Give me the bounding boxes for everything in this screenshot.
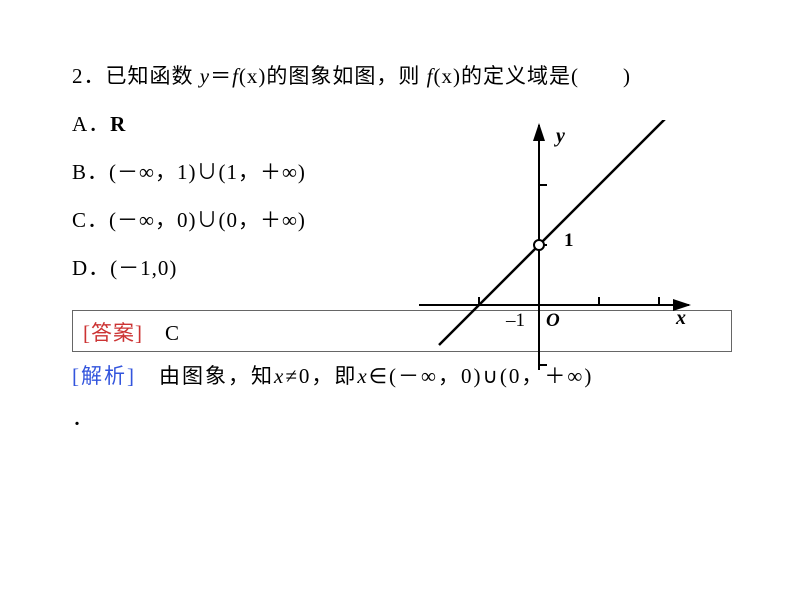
answer-value: C bbox=[165, 321, 180, 345]
question-text: 2．已知函数 y＝f(x)的图象如图，则 f(x)的定义域是( ) bbox=[72, 60, 754, 90]
svg-text:x: x bbox=[675, 307, 686, 329]
svg-text:1: 1 bbox=[564, 230, 574, 251]
svg-text:y: y bbox=[554, 125, 565, 147]
function-graph: y x O 1 –1 bbox=[414, 120, 694, 380]
analysis-label: [解析] bbox=[72, 364, 136, 388]
svg-text:–1: –1 bbox=[505, 310, 525, 331]
svg-text:O: O bbox=[546, 310, 560, 331]
period: ． bbox=[72, 402, 754, 432]
answer-label: [答案] bbox=[83, 321, 143, 345]
